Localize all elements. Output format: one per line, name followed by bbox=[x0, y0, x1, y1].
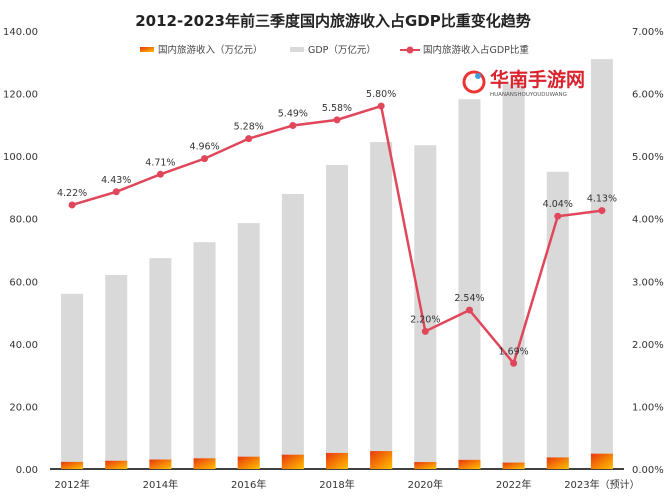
gdp-bar bbox=[193, 242, 216, 469]
legend-label-revenue: 国内旅游收入（万亿元） bbox=[158, 44, 263, 56]
revenue-bar bbox=[458, 459, 481, 469]
gdp-bar bbox=[281, 193, 304, 469]
ratio-point bbox=[510, 359, 518, 367]
ratio-point bbox=[598, 207, 606, 215]
ratio-point bbox=[68, 201, 76, 209]
legend-swatch-gdp bbox=[290, 47, 304, 52]
left-tick-label: 20.00 bbox=[9, 402, 38, 413]
revenue-bar bbox=[546, 457, 569, 469]
x-tick-label: 2014年 bbox=[143, 478, 178, 491]
ratio-point bbox=[156, 170, 164, 178]
gdp-bar bbox=[414, 145, 437, 469]
revenue-bar bbox=[326, 452, 348, 469]
revenue-bar bbox=[502, 462, 525, 469]
x-tick-label: 2018年 bbox=[319, 478, 354, 491]
revenue-bar bbox=[414, 462, 437, 469]
x-tick-label: 2022年 bbox=[496, 478, 531, 491]
ratio-point bbox=[554, 212, 562, 220]
gdp-bar bbox=[502, 84, 525, 469]
right-tick-label: 5.00% bbox=[632, 152, 664, 163]
left-tick-label: 60.00 bbox=[9, 277, 38, 288]
ratio-point bbox=[112, 188, 120, 196]
ratio-point bbox=[377, 102, 385, 110]
gdp-bar bbox=[105, 275, 128, 469]
gdp-bar bbox=[458, 99, 481, 470]
legend: 国内旅游收入（万亿元） GDP（万亿元） 国内旅游收入占GDP比重 bbox=[140, 44, 529, 56]
ratio-data-label: 4.96% bbox=[189, 142, 219, 153]
gdp-bar bbox=[237, 223, 260, 469]
x-tick-label: 2016年 bbox=[231, 478, 266, 491]
chart-title: 2012-2023年前三季度国内旅游收入占GDP比重变化趋势 bbox=[135, 12, 530, 30]
ratio-point bbox=[201, 155, 209, 163]
ratio-data-label: 5.80% bbox=[366, 89, 396, 100]
left-tick-label: 140.00 bbox=[3, 27, 38, 38]
x-tick-label: 2023年（预计） bbox=[564, 478, 639, 491]
ratio-data-label: 4.04% bbox=[543, 199, 573, 210]
left-tick-label: 0.00 bbox=[16, 465, 38, 476]
gdp-bar bbox=[61, 293, 84, 469]
ratio-data-label: 2.54% bbox=[454, 293, 484, 304]
revenue-bar bbox=[281, 454, 304, 469]
right-tick-label: 3.00% bbox=[632, 277, 664, 288]
right-tick-label: 7.00% bbox=[632, 27, 664, 38]
revenue-bar bbox=[370, 451, 393, 469]
gdp-bar bbox=[370, 142, 393, 470]
ratio-data-label: 4.13% bbox=[587, 194, 617, 205]
legend-marker-line bbox=[406, 46, 414, 54]
watermark: 华南手游网 HUANANSHOUYOUDUWANG bbox=[462, 68, 585, 98]
ratio-data-label: 4.22% bbox=[57, 188, 87, 199]
revenue-bar bbox=[237, 456, 260, 469]
watermark-text: 华南手游网 bbox=[490, 68, 585, 91]
ratio-data-label: 5.49% bbox=[278, 108, 308, 119]
left-tick-label: 80.00 bbox=[9, 215, 38, 226]
ratio-data-label: 5.58% bbox=[322, 103, 352, 114]
right-tick-label: 4.00% bbox=[632, 215, 664, 226]
ratio-data-label: 2.20% bbox=[410, 314, 440, 325]
left-tick-label: 120.00 bbox=[3, 90, 38, 101]
x-tick-label: 2020年 bbox=[408, 478, 443, 491]
ratio-data-label: 5.28% bbox=[234, 122, 264, 133]
revenue-bar bbox=[105, 460, 128, 469]
revenue-bar bbox=[590, 453, 613, 469]
revenue-bar bbox=[61, 461, 84, 469]
ratio-point bbox=[421, 327, 429, 335]
gdp-bar bbox=[590, 59, 613, 470]
gdp-bar bbox=[149, 258, 172, 469]
ratio-point bbox=[289, 121, 297, 129]
gdp-bar bbox=[546, 171, 569, 470]
ratio-point bbox=[465, 306, 473, 314]
x-tick-label: 2012年 bbox=[54, 478, 89, 491]
ratio-point bbox=[245, 135, 253, 143]
right-tick-label: 0.00% bbox=[632, 465, 664, 476]
gdp-bar bbox=[326, 164, 348, 469]
right-tick-label: 6.00% bbox=[632, 90, 664, 101]
watermark-sub: HUANANSHOUYOUDUWANG bbox=[490, 92, 567, 98]
revenue-bar bbox=[149, 459, 172, 469]
ratio-point bbox=[333, 116, 341, 124]
legend-swatch-revenue bbox=[140, 47, 154, 52]
ratio-data-label: 4.71% bbox=[145, 157, 175, 168]
right-tick-label: 1.00% bbox=[632, 402, 664, 413]
legend-label-line: 国内旅游收入占GDP比重 bbox=[423, 44, 529, 56]
revenue-bar bbox=[193, 458, 216, 469]
ratio-data-label: 1.69% bbox=[499, 346, 529, 357]
left-tick-label: 40.00 bbox=[9, 340, 38, 351]
legend-label-gdp: GDP（万亿元） bbox=[308, 44, 376, 56]
ratio-data-label: 4.43% bbox=[101, 175, 131, 186]
left-tick-label: 100.00 bbox=[3, 152, 38, 163]
right-tick-label: 2.00% bbox=[632, 340, 664, 351]
